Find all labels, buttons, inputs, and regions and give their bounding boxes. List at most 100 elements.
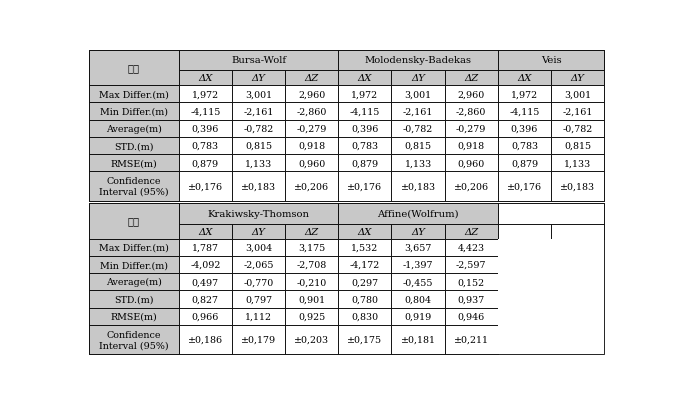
Text: 0,815: 0,815 <box>245 142 272 151</box>
Bar <box>89 155 178 172</box>
Text: ±0,186: ±0,186 <box>188 335 223 344</box>
Bar <box>89 239 178 256</box>
Bar <box>551 256 604 273</box>
Bar <box>445 256 498 273</box>
Text: ΔX: ΔX <box>198 74 212 83</box>
Bar <box>178 86 232 103</box>
Text: Max Differ.(m): Max Differ.(m) <box>99 243 169 252</box>
Bar <box>498 155 551 172</box>
Bar <box>89 256 178 273</box>
Text: ΔZ: ΔZ <box>305 227 319 236</box>
Text: Krakiwsky-Thomson: Krakiwsky-Thomson <box>208 209 310 219</box>
Bar <box>89 51 604 201</box>
Bar <box>498 103 551 120</box>
Bar <box>178 273 232 291</box>
Bar <box>285 224 338 239</box>
Bar <box>89 204 178 239</box>
Text: -2,161: -2,161 <box>243 107 274 116</box>
Bar <box>89 204 604 354</box>
Text: Average(m): Average(m) <box>106 277 162 287</box>
Text: 1,972: 1,972 <box>511 90 538 99</box>
Bar <box>445 308 498 325</box>
Bar <box>338 51 498 71</box>
Bar <box>89 172 178 201</box>
Bar <box>178 239 232 256</box>
Bar <box>445 273 498 291</box>
Text: 0,919: 0,919 <box>404 312 432 321</box>
Text: Confidence
Interval (95%): Confidence Interval (95%) <box>99 330 168 350</box>
Text: -2,065: -2,065 <box>243 261 274 269</box>
Bar <box>391 172 445 201</box>
Bar <box>445 172 498 201</box>
Text: -0,455: -0,455 <box>403 277 433 287</box>
Text: 0,960: 0,960 <box>298 159 325 168</box>
Bar <box>391 291 445 308</box>
Text: ΔZ: ΔZ <box>305 74 319 83</box>
Bar <box>232 325 285 354</box>
Text: -2,597: -2,597 <box>456 261 487 269</box>
Text: 0,879: 0,879 <box>511 159 538 168</box>
Bar <box>232 71 285 86</box>
Bar <box>498 71 551 86</box>
Text: -0,782: -0,782 <box>403 125 433 134</box>
Text: Confidence
Interval (95%): Confidence Interval (95%) <box>99 177 168 196</box>
Text: ±0,183: ±0,183 <box>241 182 276 191</box>
Bar <box>338 239 391 256</box>
Bar <box>89 308 178 325</box>
Bar <box>445 71 498 86</box>
Bar <box>285 273 338 291</box>
Bar <box>338 256 391 273</box>
Bar <box>498 51 604 71</box>
Text: 0,396: 0,396 <box>352 125 379 134</box>
Bar <box>445 291 498 308</box>
Bar <box>498 308 551 325</box>
Bar <box>89 120 178 138</box>
Text: ΔZ: ΔZ <box>464 227 479 236</box>
Text: 4,423: 4,423 <box>458 243 485 252</box>
Text: 0,152: 0,152 <box>458 277 485 287</box>
Text: ±0,176: ±0,176 <box>188 182 223 191</box>
Bar <box>232 273 285 291</box>
Text: 0,396: 0,396 <box>192 125 219 134</box>
Bar <box>498 224 551 239</box>
Bar <box>551 308 604 325</box>
Bar <box>178 256 232 273</box>
Text: -2,161: -2,161 <box>562 107 593 116</box>
Text: 0,918: 0,918 <box>458 142 485 151</box>
Bar <box>338 325 391 354</box>
Bar <box>498 138 551 155</box>
Bar <box>285 120 338 138</box>
Bar <box>89 325 178 354</box>
Bar <box>498 172 551 201</box>
Text: Bursa-Wolf: Bursa-Wolf <box>231 56 286 65</box>
Bar <box>551 291 604 308</box>
Bar <box>498 273 551 291</box>
Bar <box>551 138 604 155</box>
Bar <box>551 273 604 291</box>
Text: 2,960: 2,960 <box>458 90 485 99</box>
Bar <box>178 308 232 325</box>
Bar <box>445 155 498 172</box>
Text: ±0,183: ±0,183 <box>400 182 435 191</box>
Text: 1,972: 1,972 <box>352 90 379 99</box>
Bar <box>285 138 338 155</box>
Text: ΔZ: ΔZ <box>464 74 479 83</box>
Bar <box>178 71 232 86</box>
Text: -2,860: -2,860 <box>297 107 327 116</box>
Bar <box>178 103 232 120</box>
Bar <box>391 273 445 291</box>
Text: 3,004: 3,004 <box>245 243 272 252</box>
Bar <box>338 273 391 291</box>
Bar <box>285 239 338 256</box>
Text: Average(m): Average(m) <box>106 124 162 134</box>
Text: ΔY: ΔY <box>251 74 266 83</box>
Bar <box>391 155 445 172</box>
Bar <box>391 71 445 86</box>
Bar <box>391 103 445 120</box>
Bar <box>178 204 338 224</box>
Bar <box>89 86 178 103</box>
Text: 3,175: 3,175 <box>298 243 325 252</box>
Text: -2,708: -2,708 <box>297 261 327 269</box>
Text: 0,937: 0,937 <box>458 295 485 304</box>
Bar <box>391 138 445 155</box>
